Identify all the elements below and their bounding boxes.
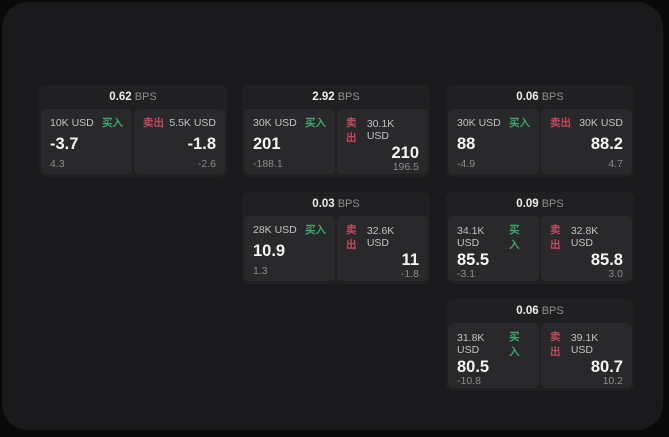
sell-price: 11 xyxy=(401,251,419,269)
buy-price: 80.5 xyxy=(457,358,490,376)
bps-value: 0.03 xyxy=(312,198,335,210)
buy-delta: 4.3 xyxy=(50,157,65,170)
buy-tag: 买入 xyxy=(102,117,123,129)
sell-delta: 3.0 xyxy=(608,267,623,280)
buy-delta: 1.3 xyxy=(253,264,268,277)
sell-size-label: 5.5K USD xyxy=(169,116,216,129)
sell-size-label: 30.1K USD xyxy=(366,118,395,142)
buy-price: 88 xyxy=(457,135,476,153)
sell-tile[interactable]: 卖出 30.1K USD 210 196.5 xyxy=(337,109,428,174)
buy-price: -3.7 xyxy=(50,135,79,153)
buy-tile[interactable]: 30K USD 买入 201 -188.1 xyxy=(244,109,335,174)
buy-tag: 买入 xyxy=(509,117,530,129)
buy-delta: -188.1 xyxy=(253,157,283,170)
buy-size-label: 34.1K USD xyxy=(457,225,485,249)
bps-unit-label: BPS xyxy=(337,198,360,210)
bps-value: 0.62 xyxy=(109,91,132,103)
sell-price: 88.2 xyxy=(590,135,623,153)
bps-unit-label: BPS xyxy=(541,305,564,317)
sell-price: 80.7 xyxy=(590,358,623,376)
bps-unit-label: BPS xyxy=(541,198,564,210)
sell-size-label: 39.1K USD xyxy=(570,332,599,356)
quote-card: 0.06 BPS 30K USD 买入 88 -4.9 卖出 30K USD 88… xyxy=(446,85,634,177)
buy-delta: -10.8 xyxy=(457,374,481,387)
bps-header: 2.92 BPS xyxy=(244,85,428,109)
buy-tile[interactable]: 34.1K USD 买入 85.5 -3.1 xyxy=(448,216,539,281)
sell-price: 85.8 xyxy=(590,251,623,269)
sell-size-label: 32.6K USD xyxy=(366,225,395,249)
buy-size-label: 10K USD xyxy=(50,116,94,129)
bps-unit-label: BPS xyxy=(541,91,564,103)
sell-delta: 196.5 xyxy=(392,160,419,173)
sell-delta: 10.2 xyxy=(602,374,623,387)
buy-delta: -3.1 xyxy=(457,267,476,280)
quote-card: 0.06 BPS 31.8K USD 买入 80.5 -10.8 卖出 39.1K… xyxy=(446,299,634,391)
buy-tag: 买入 xyxy=(305,224,326,236)
quote-card: 2.92 BPS 30K USD 买入 201 -188.1 卖出 30.1K U… xyxy=(242,85,430,177)
buy-tile[interactable]: 30K USD 买入 88 -4.9 xyxy=(448,109,539,174)
buy-tag: 买入 xyxy=(509,331,520,358)
bps-unit-label: BPS xyxy=(337,91,360,103)
bps-header: 0.06 BPS xyxy=(448,85,632,109)
quote-card: 0.09 BPS 34.1K USD 买入 85.5 -3.1 卖出 32.8K … xyxy=(446,192,634,284)
sell-tag: 卖出 xyxy=(550,331,561,358)
bps-value: 0.06 xyxy=(516,91,539,103)
quotes-panel: 0.62 BPS 10K USD 买入 -3.7 4.3 卖出 5.5K USD … xyxy=(2,2,663,430)
buy-price: 10.9 xyxy=(253,242,286,260)
sell-price: -1.8 xyxy=(187,135,216,153)
sell-tile[interactable]: 卖出 32.6K USD 11 -1.8 xyxy=(337,216,428,281)
buy-size-label: 30K USD xyxy=(457,116,501,129)
buy-tag: 买入 xyxy=(305,117,326,129)
sell-delta: 4.7 xyxy=(608,157,623,170)
bps-header: 0.09 BPS xyxy=(448,192,632,216)
sell-tag: 卖出 xyxy=(550,117,571,129)
quote-card: 0.03 BPS 28K USD 买入 10.9 1.3 卖出 32.6K USD… xyxy=(242,192,430,284)
buy-size-label: 30K USD xyxy=(253,116,297,129)
buy-size-label: 28K USD xyxy=(253,223,297,236)
buy-tile[interactable]: 28K USD 买入 10.9 1.3 xyxy=(244,216,335,281)
sell-tile[interactable]: 卖出 30K USD 88.2 4.7 xyxy=(541,109,632,174)
bps-value: 0.06 xyxy=(516,305,539,317)
buy-tag: 买入 xyxy=(509,224,520,251)
bps-value: 0.09 xyxy=(516,198,539,210)
quote-card: 0.62 BPS 10K USD 买入 -3.7 4.3 卖出 5.5K USD … xyxy=(39,85,227,177)
sell-tag: 卖出 xyxy=(550,224,561,251)
sell-size-label: 32.8K USD xyxy=(570,225,599,249)
bps-header: 0.03 BPS xyxy=(244,192,428,216)
bps-header: 0.06 BPS xyxy=(448,299,632,323)
buy-tile[interactable]: 31.8K USD 买入 80.5 -10.8 xyxy=(448,323,539,388)
sell-price: 210 xyxy=(391,144,419,162)
sell-delta: -1.8 xyxy=(400,267,419,280)
sell-size-label: 30K USD xyxy=(579,116,623,129)
sell-tile[interactable]: 卖出 32.8K USD 85.8 3.0 xyxy=(541,216,632,281)
sell-delta: -2.6 xyxy=(197,157,216,170)
sell-tile[interactable]: 卖出 39.1K USD 80.7 10.2 xyxy=(541,323,632,388)
sell-tag: 卖出 xyxy=(143,117,164,129)
bps-header: 0.62 BPS xyxy=(41,85,225,109)
sell-tag: 卖出 xyxy=(346,224,357,251)
buy-delta: -4.9 xyxy=(457,157,476,170)
buy-price: 85.5 xyxy=(457,251,490,269)
buy-size-label: 31.8K USD xyxy=(457,332,485,356)
buy-tile[interactable]: 10K USD 买入 -3.7 4.3 xyxy=(41,109,132,174)
bps-value: 2.92 xyxy=(312,91,335,103)
sell-tile[interactable]: 卖出 5.5K USD -1.8 -2.6 xyxy=(134,109,225,174)
buy-price: 201 xyxy=(253,135,281,153)
bps-unit-label: BPS xyxy=(134,91,157,103)
sell-tag: 卖出 xyxy=(346,117,357,144)
